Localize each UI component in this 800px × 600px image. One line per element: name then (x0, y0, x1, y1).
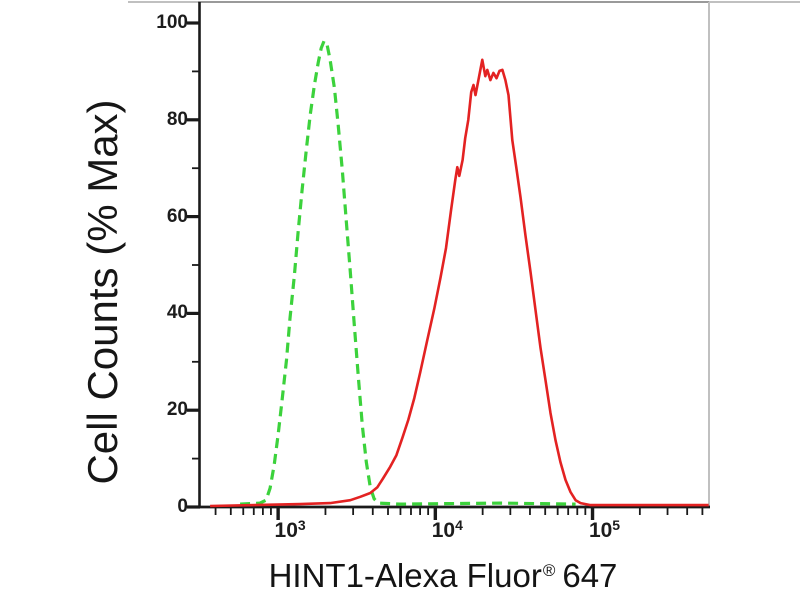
plot-frame (128, 1, 800, 509)
y-tick-label-40: 40 (166, 302, 188, 324)
x-axis-title-main: HINT1-Alexa Fluor (268, 557, 542, 594)
y-tick-label-80: 80 (166, 108, 188, 130)
x-axis-title: HINT1-Alexa Fluor® 647 (93, 557, 793, 595)
y-tick-label-20: 20 (166, 399, 188, 421)
axis-ticks (187, 21, 704, 520)
y-tick-label-0: 0 (177, 496, 188, 517)
curve-red-solid-stained (210, 58, 709, 508)
x-tick-label-10e3: 103 (274, 517, 306, 542)
x-tick-label-10e5: 105 (588, 517, 621, 542)
registered-trademark-icon: ® (542, 561, 556, 580)
y-tick-label-100: 100 (156, 12, 188, 33)
histogram-curves (210, 39, 709, 508)
curve-green-dashed-control (240, 39, 576, 506)
x-axis-title-suffix: 647 (562, 557, 618, 594)
y-tick-label-60: 60 (166, 205, 188, 227)
y-axis-title: Cell Counts (% Max) (79, 99, 126, 485)
x-tick-label-10e4: 104 (431, 517, 463, 542)
